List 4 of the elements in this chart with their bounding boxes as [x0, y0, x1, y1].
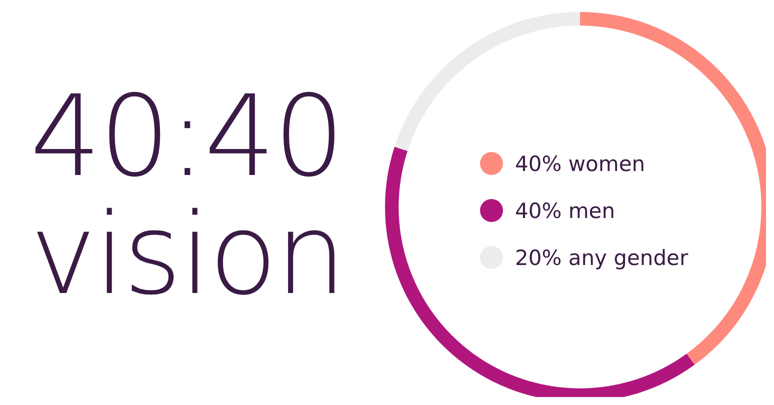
- legend-label: 40% men: [515, 198, 616, 222]
- legend-label: 20% any gender: [515, 246, 688, 270]
- legend-label: 40% women: [515, 152, 646, 176]
- text: 40:40 vision: [30, 72, 346, 320]
